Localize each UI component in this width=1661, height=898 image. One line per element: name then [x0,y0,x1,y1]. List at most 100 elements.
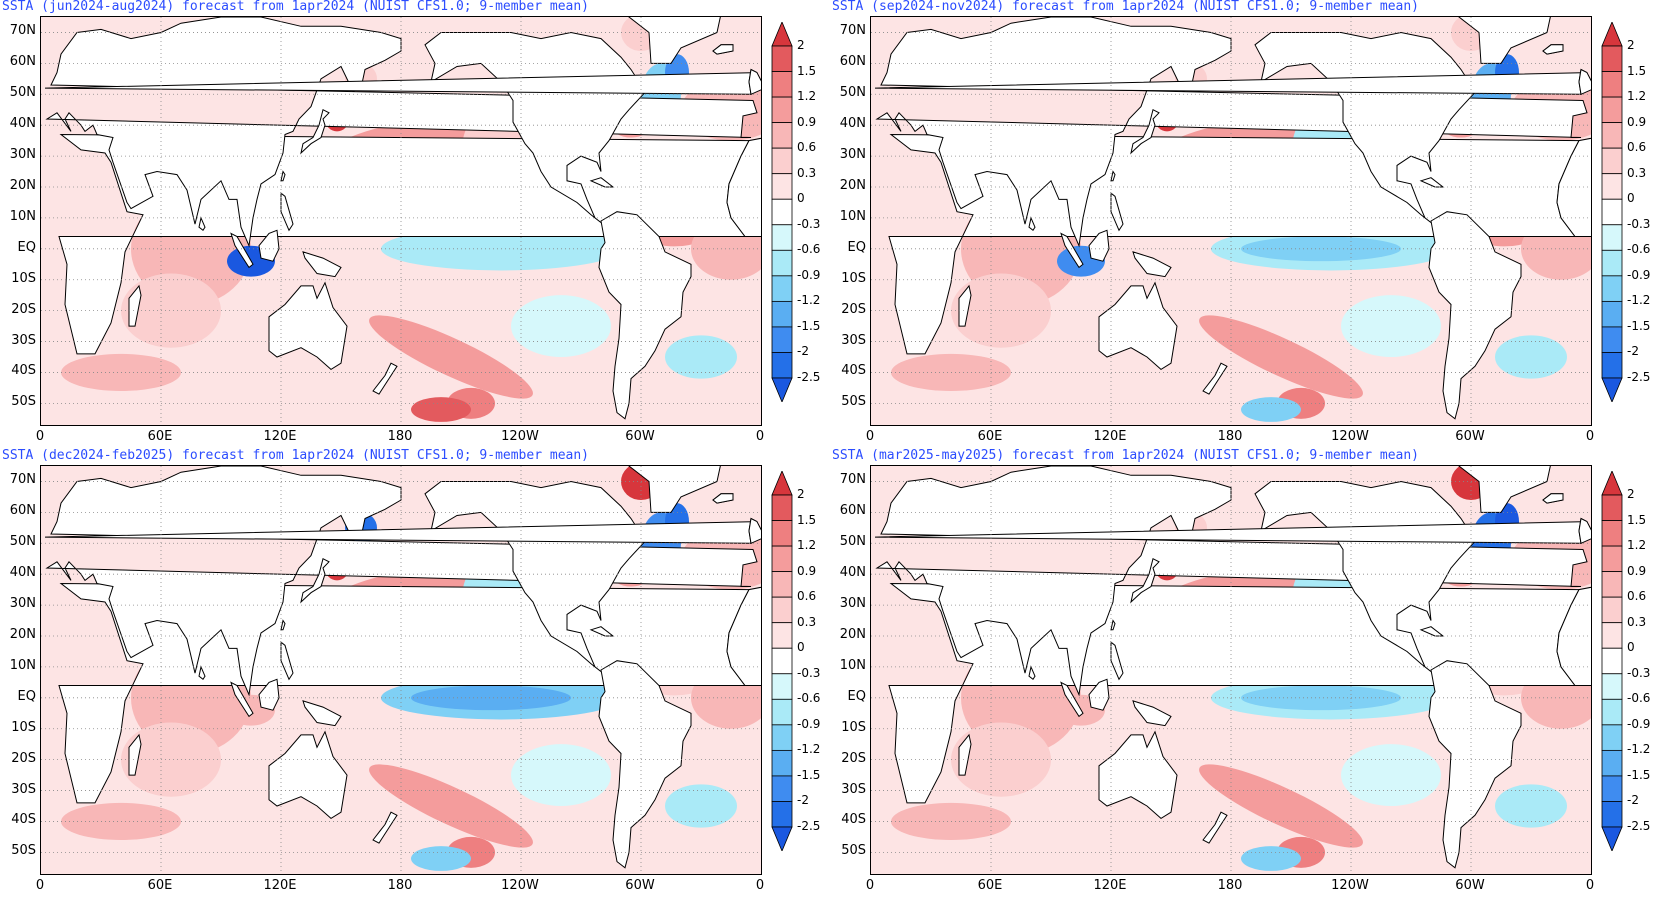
colorbar-label: -0.3 [1627,216,1651,231]
landmass-taiwan [280,170,286,182]
colorbar-label: -2.5 [797,370,821,384]
colorbar-label: -0.6 [1627,242,1651,257]
lat-tick-label: 20S [11,301,36,317]
colorbar-label: -0.6 [797,691,821,706]
lon-tick-label: 60W [625,429,655,444]
lat-tick-label: 60N [9,503,36,519]
lat-tick-label: 10N [839,657,866,673]
lat-tick-label: 70N [9,23,36,39]
colorbar-swatch [771,275,793,302]
colorbar-swatch [771,724,793,751]
colorbar-swatch [771,326,793,353]
map-panel: SSTA (mar2025-may2025) forecast from 1ap… [830,449,1660,898]
colorbar-swatch [1601,520,1623,547]
landmass-japan [1130,108,1160,155]
colorbar-swatch [771,249,793,277]
landmass-madagascar [128,733,142,776]
landmass-sri-lanka [1028,216,1036,232]
landmass-wrap-iceland [712,44,734,55]
colorbar-label: -1.2 [797,293,821,308]
lat-tick-label: EQ [847,239,866,255]
lon-tick-label: 120E [263,878,297,893]
colorbar-label: 0.9 [797,563,817,578]
colorbar-swatch [1601,71,1623,98]
colorbar [771,469,793,883]
lon-tick-label: 180 [387,429,413,444]
lon-tick-label: 60E [977,429,1003,444]
lat-tick-label: 50S [841,843,866,859]
colorbar-label: 1.2 [797,538,817,553]
ssta-map-svg [871,17,1591,425]
colorbar-swatch [1601,352,1623,379]
landmass-south-america [598,211,692,420]
colorbar-swatch [1601,749,1623,777]
colorbar-swatch [1601,377,1623,404]
colorbar-swatch [1601,173,1623,200]
lat-tick-label: 30N [9,147,36,163]
colorbar-label: -0.9 [797,267,821,282]
colorbar-swatch [771,352,793,379]
colorbar-swatch [1601,673,1623,700]
landmass-sumatra [1060,232,1084,269]
lat-tick-label: EQ [17,688,36,704]
landmass-wrap-iceland [712,493,734,504]
lat-tick-label: 10N [9,657,36,673]
colorbar-label: -1.5 [1627,767,1651,782]
lat-tick-label: 70N [839,472,866,488]
colorbar-swatch [771,122,793,149]
lat-tick-label: 30S [11,332,36,348]
colorbar-label: 1.5 [797,512,817,527]
colorbar-label: -0.3 [797,665,821,680]
panel-title: SSTA (mar2025-may2025) forecast from 1ap… [832,448,1419,463]
colorbar-label: 0.3 [1627,165,1647,180]
lat-tick-label: 30S [841,332,866,348]
lon-tick-label: 0 [35,878,45,893]
lat-tick-label: 10N [839,208,866,224]
lat-tick-label: 50N [9,534,36,550]
colorbar-swatch [1601,300,1623,328]
map-panel: SSTA (sep2024-nov2024) forecast from 1ap… [830,0,1660,449]
lat-tick-label: 20S [841,301,866,317]
lat-tick-label: 20N [839,627,866,642]
colorbar-label: 0.6 [1627,140,1647,155]
landmass-wrap-africa [726,137,761,237]
colorbar [1601,469,1623,883]
colorbar-label: 0 [1627,191,1635,206]
landmass-south-america [1428,660,1522,869]
lon-tick-label: 120W [1331,878,1369,893]
lat-tick-label: 50S [11,394,36,410]
colorbar-label: -1.5 [797,767,821,782]
colorbar-label: -0.9 [1627,716,1651,731]
ssta-map-svg [871,466,1591,874]
colorbar-label: 1.2 [1627,89,1647,104]
lon-tick-label: 0 [1585,878,1595,893]
lat-tick-label: 50S [841,394,866,410]
colorbar-label: 0.9 [797,114,817,129]
colorbar-label: 0.3 [797,165,817,180]
landmass-wrap-uk [748,517,761,545]
lat-tick-label: 50N [839,534,866,550]
colorbar-label: -2 [1627,793,1639,808]
landmass-new-guinea [302,700,342,727]
lat-tick-label: 60N [9,54,36,70]
colorbar-swatch [771,494,793,521]
colorbar-swatch [771,673,793,700]
landmass-new-guinea [302,251,342,278]
colorbar-label: 2 [1627,38,1635,52]
landmass-sri-lanka [1028,665,1036,681]
lat-tick-label: 20N [9,178,36,193]
lon-tick-label: 60E [147,878,173,893]
landmass-madagascar [128,284,142,327]
lon-tick-label: 0 [755,429,765,444]
colorbar-swatch [771,198,793,226]
lat-tick-label: 10N [9,208,36,224]
colorbar-label: 0.9 [1627,563,1647,578]
landmass-philippines [1110,641,1124,681]
landmass-new-zealand [1202,811,1228,844]
colorbar-label: -2 [1627,344,1639,359]
lat-tick-label: 70N [9,472,36,488]
landmass-greenland [1458,17,1551,64]
lat-tick-label: 30N [839,596,866,612]
lat-tick-label: 40N [839,565,866,581]
lon-tick-label: 120W [1331,429,1369,444]
